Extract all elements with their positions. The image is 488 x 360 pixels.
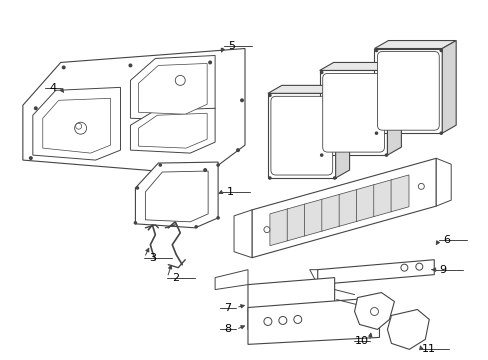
Text: 5: 5 — [228, 41, 235, 50]
Polygon shape — [267, 85, 349, 93]
Polygon shape — [247, 278, 334, 329]
Text: 10: 10 — [354, 336, 368, 346]
Circle shape — [439, 131, 442, 135]
Text: 3: 3 — [148, 253, 156, 263]
Circle shape — [332, 94, 336, 97]
Text: 6: 6 — [443, 235, 450, 245]
Polygon shape — [354, 293, 394, 329]
Circle shape — [370, 307, 378, 315]
Circle shape — [208, 60, 212, 64]
Polygon shape — [356, 185, 374, 221]
Circle shape — [158, 163, 162, 167]
Circle shape — [75, 122, 86, 134]
Polygon shape — [390, 175, 408, 212]
Circle shape — [267, 94, 271, 97]
Circle shape — [133, 221, 137, 225]
Circle shape — [384, 71, 387, 74]
Polygon shape — [33, 87, 120, 160]
Polygon shape — [339, 189, 356, 226]
Circle shape — [267, 176, 271, 180]
FancyBboxPatch shape — [322, 73, 384, 152]
Circle shape — [264, 318, 271, 325]
Circle shape — [293, 315, 301, 323]
Circle shape — [332, 176, 336, 180]
Polygon shape — [234, 210, 251, 258]
Polygon shape — [23, 49, 244, 175]
Circle shape — [374, 49, 378, 52]
Polygon shape — [130, 108, 215, 153]
Text: 7: 7 — [224, 302, 231, 312]
Circle shape — [29, 156, 33, 160]
Polygon shape — [130, 55, 215, 120]
Circle shape — [135, 186, 139, 190]
Polygon shape — [435, 158, 450, 206]
Text: 2: 2 — [171, 273, 179, 283]
Circle shape — [384, 153, 387, 157]
Circle shape — [439, 49, 442, 52]
Circle shape — [264, 226, 269, 233]
Polygon shape — [215, 270, 247, 289]
Text: 11: 11 — [422, 345, 435, 354]
Polygon shape — [247, 298, 379, 345]
Polygon shape — [42, 98, 110, 153]
Circle shape — [216, 216, 220, 220]
Polygon shape — [374, 49, 441, 133]
Polygon shape — [335, 85, 349, 178]
FancyBboxPatch shape — [270, 96, 332, 175]
Polygon shape — [374, 41, 455, 49]
Polygon shape — [321, 194, 339, 231]
Polygon shape — [138, 63, 207, 114]
Polygon shape — [267, 93, 335, 178]
Circle shape — [278, 316, 286, 324]
Circle shape — [216, 163, 220, 167]
Polygon shape — [145, 171, 208, 222]
Circle shape — [175, 75, 185, 85]
Text: 8: 8 — [224, 324, 231, 334]
Polygon shape — [319, 62, 401, 71]
Polygon shape — [441, 41, 455, 133]
Circle shape — [319, 71, 323, 74]
Polygon shape — [138, 113, 207, 148]
Polygon shape — [373, 180, 391, 217]
Circle shape — [240, 98, 244, 102]
Polygon shape — [386, 62, 401, 155]
Circle shape — [34, 106, 38, 110]
Polygon shape — [319, 71, 386, 155]
Circle shape — [236, 148, 240, 152]
Circle shape — [400, 264, 407, 271]
Polygon shape — [304, 199, 322, 236]
Circle shape — [319, 153, 323, 157]
Polygon shape — [269, 209, 287, 246]
Circle shape — [417, 183, 424, 189]
Circle shape — [128, 63, 132, 67]
Polygon shape — [286, 204, 305, 241]
Polygon shape — [386, 310, 428, 349]
Circle shape — [76, 123, 81, 129]
Circle shape — [194, 225, 198, 229]
FancyBboxPatch shape — [377, 51, 438, 130]
Circle shape — [415, 263, 422, 270]
Polygon shape — [135, 162, 218, 228]
Text: 9: 9 — [439, 265, 446, 275]
Polygon shape — [251, 158, 435, 258]
Polygon shape — [317, 260, 433, 285]
Circle shape — [203, 168, 207, 172]
Circle shape — [61, 66, 65, 69]
Text: 4: 4 — [49, 84, 56, 93]
Circle shape — [374, 131, 378, 135]
Text: 1: 1 — [226, 187, 233, 197]
